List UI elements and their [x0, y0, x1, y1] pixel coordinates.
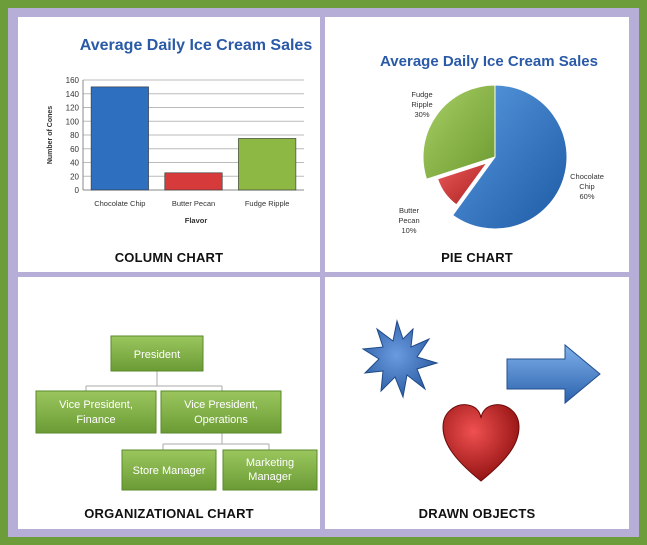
column-chart-y-ticks: 0 20 40 60 80 100 120 140 160 — [66, 76, 80, 195]
y-tick-label: 120 — [66, 104, 80, 113]
column-chart-y-label: Number of Cones — [47, 106, 54, 164]
x-tick-label: Butter Pecan — [172, 199, 215, 208]
x-tick-label: Chocolate Chip — [94, 199, 145, 208]
pie-slice — [451, 84, 568, 230]
org-vp-finance-line2: Finance — [76, 414, 115, 426]
pie-chart-panel: Average Daily Ice Cream Sales Chocolate C… — [325, 17, 629, 272]
column-chart: Average Daily Ice Cream Sales 0 20 40 60 80 1… — [47, 37, 313, 225]
y-tick-label: 140 — [66, 90, 80, 99]
column-chart-panel: Average Daily Ice Cream Sales 0 20 40 60 80 1… — [18, 17, 320, 272]
org-marketing-manager-line1: Marketing — [246, 457, 294, 469]
pie-label: Chip — [579, 182, 594, 191]
pie-label: 10% — [401, 226, 416, 235]
org-chart: President Vice President, Finance Vice P… — [35, 335, 318, 491]
pie-label: Butter — [399, 206, 420, 215]
x-tick-label: Fudge Ripple — [245, 199, 290, 208]
org-marketing-manager: Marketing Manager — [222, 449, 318, 491]
pie-slice — [422, 84, 496, 180]
pie-slice — [436, 161, 489, 206]
bar — [90, 86, 149, 191]
org-connectors — [85, 371, 270, 450]
drawn-objects-panel: DRAWN OBJECTS — [325, 277, 629, 529]
org-store-manager-label: Store Manager — [133, 465, 206, 477]
org-president: President — [110, 335, 204, 372]
org-marketing-manager-line2: Manager — [248, 471, 292, 483]
y-tick-label: 20 — [70, 172, 79, 181]
column-chart-title: Average Daily Ice Cream Sales — [80, 37, 313, 54]
pie-chart-slices — [422, 84, 568, 230]
pie-label: Ripple — [411, 100, 432, 109]
org-chart-caption: ORGANIZATIONAL CHART — [84, 506, 254, 521]
y-tick-label: 0 — [75, 186, 80, 195]
org-chart-panel: President Vice President, Finance Vice P… — [18, 277, 320, 529]
y-tick-label: 160 — [66, 76, 80, 85]
y-tick-label: 40 — [70, 159, 79, 168]
org-president-label: President — [134, 349, 180, 361]
org-vp-operations-line1: Vice President, — [184, 399, 258, 411]
org-store-manager: Store Manager — [121, 449, 217, 491]
pie-chart-caption: PIE CHART — [441, 250, 513, 265]
y-tick-label: 80 — [70, 131, 79, 140]
column-chart-x-label: Flavor — [185, 216, 208, 225]
drawn-objects — [361, 319, 601, 482]
column-chart-bars — [90, 86, 297, 191]
column-chart-caption: COLUMN CHART — [114, 250, 224, 265]
drawn-objects-caption: DRAWN OBJECTS — [418, 506, 536, 521]
heart-shape — [442, 404, 520, 482]
org-vp-finance: Vice President, Finance — [35, 390, 157, 434]
org-vp-finance-line1: Vice President, — [59, 399, 133, 411]
bar — [238, 138, 297, 191]
pie-label: Pecan — [398, 216, 419, 225]
pie-chart: Average Daily Ice Cream Sales ChocolateC… — [380, 53, 604, 235]
pie-label: Fudge — [411, 90, 432, 99]
pie-label: Chocolate — [570, 172, 604, 181]
bar — [164, 172, 223, 191]
pie-label: 30% — [414, 110, 429, 119]
pie-label: 60% — [579, 192, 594, 201]
y-tick-label: 100 — [66, 117, 80, 126]
star-shape — [361, 319, 439, 399]
figure-frame: Average Daily Ice Cream Sales 0 20 40 60 80 1… — [8, 8, 639, 537]
arrow-shape — [506, 343, 601, 405]
org-vp-operations: Vice President, Operations — [160, 390, 282, 434]
column-chart-x-ticks: Chocolate Chip Butter Pecan Fudge Ripple — [94, 199, 289, 208]
pie-chart-title: Average Daily Ice Cream Sales — [380, 53, 598, 70]
org-vp-operations-line2: Operations — [194, 414, 248, 426]
y-tick-label: 60 — [70, 145, 79, 154]
